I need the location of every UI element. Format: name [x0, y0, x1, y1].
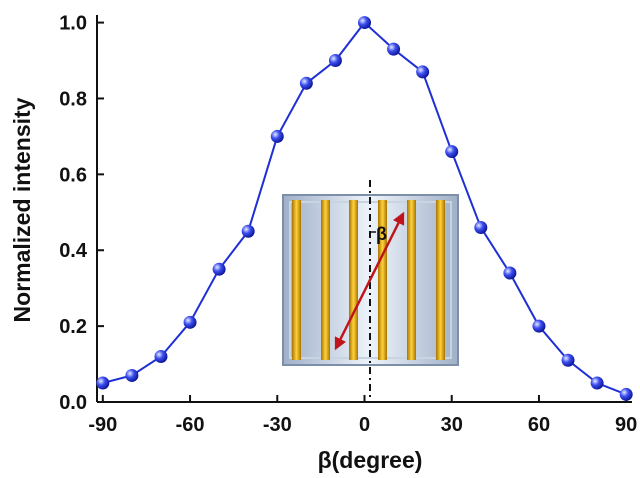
x-tick-label: 90: [615, 414, 637, 436]
y-tick-label: 0.2: [59, 316, 87, 338]
x-tick-label: 60: [528, 414, 550, 436]
y-tick-label: 0.8: [59, 88, 87, 110]
data-point: [561, 353, 575, 367]
data-point: [154, 349, 168, 363]
data-point: [328, 54, 342, 68]
data-point: [590, 376, 604, 390]
data-point: [445, 145, 459, 159]
y-tick-label: 1.0: [59, 13, 87, 35]
inset-schematic: β: [282, 180, 459, 402]
data-point: [183, 315, 197, 329]
data-point: [416, 65, 430, 79]
data-point: [503, 266, 517, 280]
y-tick-label: 0.6: [59, 164, 87, 186]
data-point: [212, 262, 226, 276]
x-tick-label: 30: [441, 414, 463, 436]
data-point: [387, 42, 401, 56]
data-point: [270, 129, 284, 143]
x-tick-label: 0: [359, 414, 370, 436]
data-point: [532, 319, 546, 333]
x-tick-label: -60: [176, 414, 205, 436]
x-tick-label: -90: [88, 414, 117, 436]
x-axis-label: β(degree): [318, 447, 423, 473]
inset-label: β: [376, 224, 387, 244]
x-tick-label: -30: [263, 414, 292, 436]
data-point: [474, 220, 488, 234]
data-point: [299, 76, 313, 90]
data-point: [241, 224, 255, 238]
y-axis-label: Normalized intensity: [9, 97, 35, 322]
y-tick-label: 0.4: [59, 240, 88, 262]
data-point: [125, 368, 139, 382]
y-tick-label: 0.0: [59, 392, 87, 414]
data-point: [96, 376, 110, 390]
data-point: [619, 387, 633, 401]
data-point: [358, 16, 371, 30]
